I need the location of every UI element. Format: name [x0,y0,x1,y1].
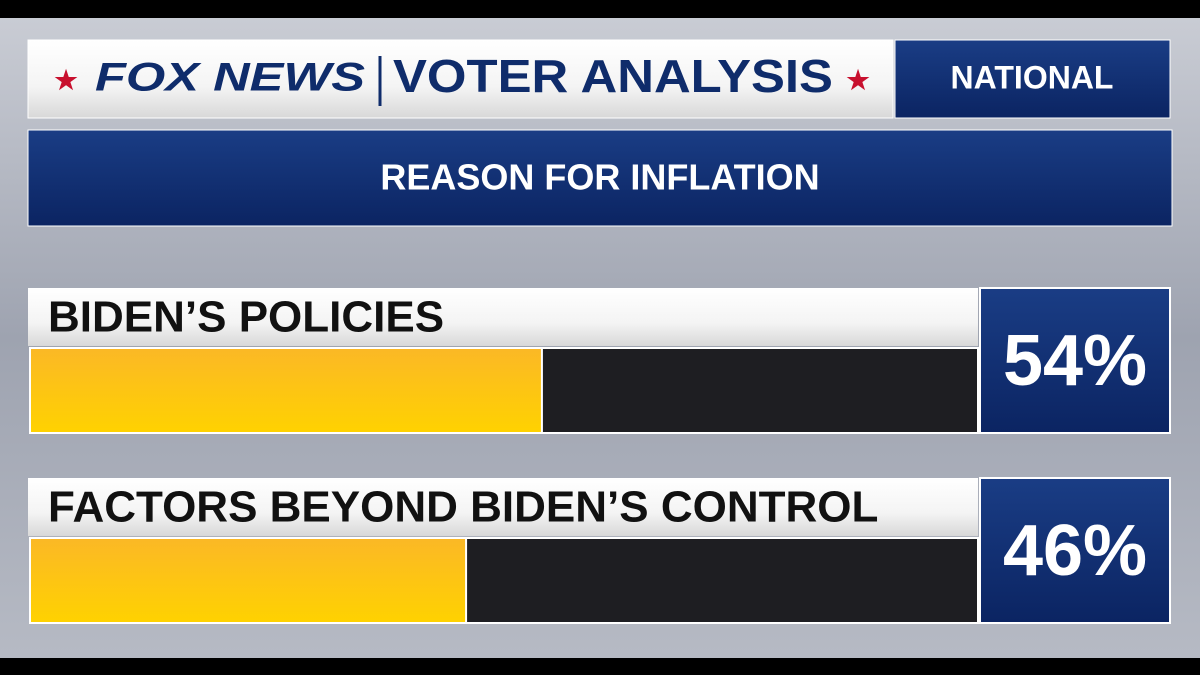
value-label: 46% [1003,511,1147,591]
value-box [979,477,1171,624]
region: NATIONAL [951,59,1114,95]
category-label: FACTORS BEYOND BIDEN’S CONTROL [48,483,878,532]
star: ★ [54,65,78,95]
label-box [28,478,978,536]
chart-title: VOTER ANALYSIS [393,50,833,102]
subtitle: REASON FOR INFLATION [380,157,819,198]
brand: FOX NEWS [95,56,365,100]
label-box [28,288,978,346]
value-box [979,287,1171,434]
value-label: 54% [1003,321,1147,401]
bar [29,347,543,434]
bar [29,537,468,624]
star: ★ [846,65,870,95]
region-box [894,39,1171,119]
header-box [27,39,894,119]
subtitle-box [27,129,1173,227]
category-label: BIDEN’S POLICIES [48,293,444,342]
